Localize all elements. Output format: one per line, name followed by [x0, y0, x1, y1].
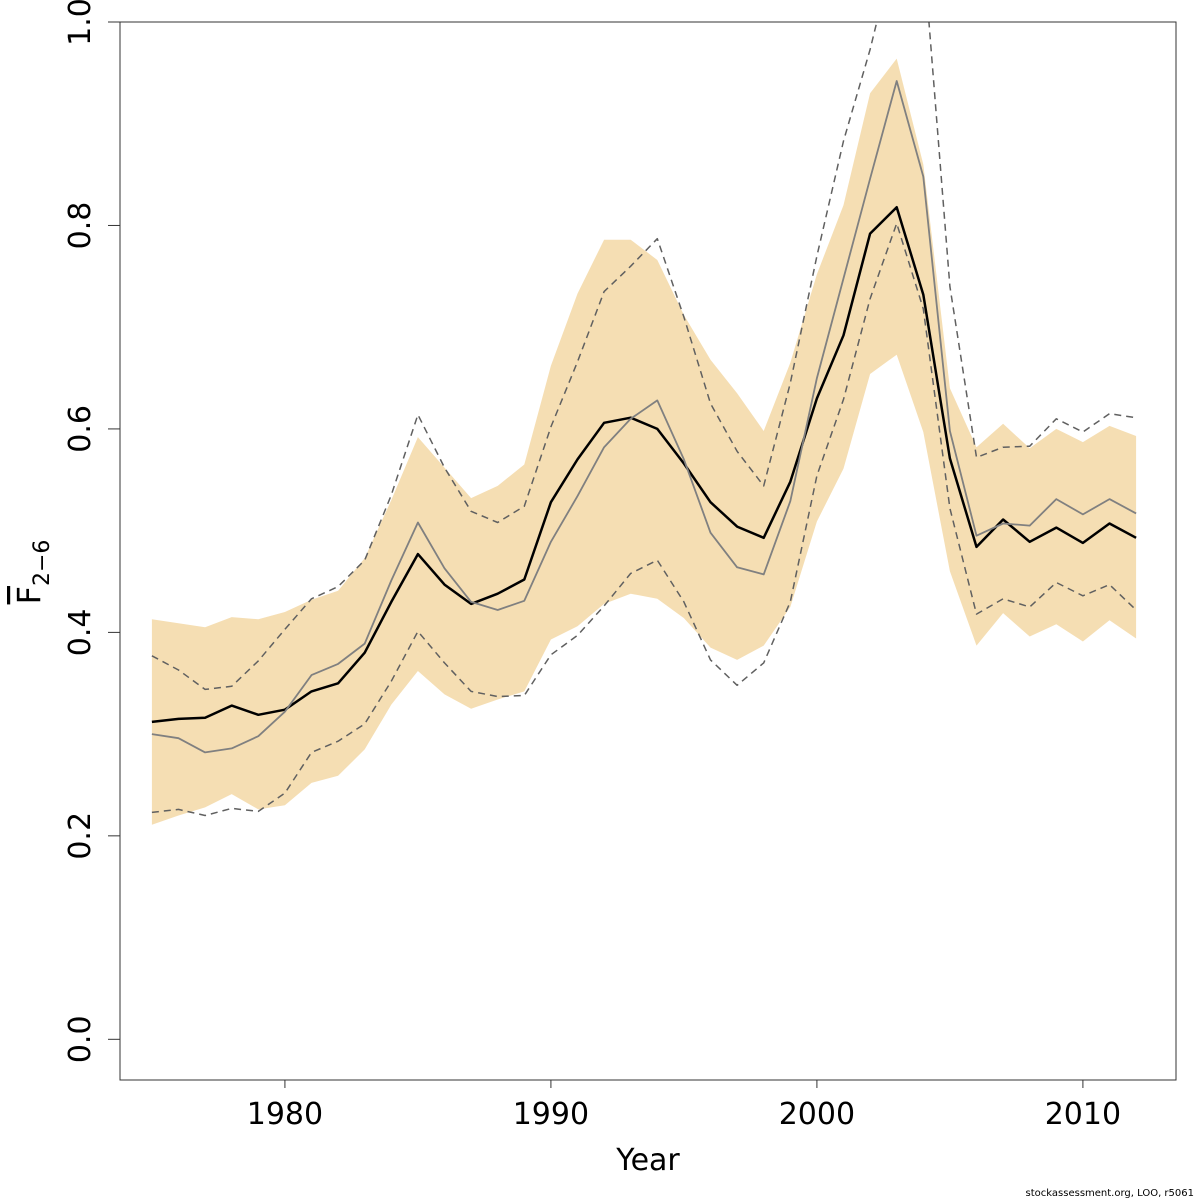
- x-axis: 1980 1990 2000 2010: [247, 1080, 1121, 1132]
- comparison-ci-line-3: [151, 22, 1137, 691]
- plot-frame: [119, 21, 1177, 1081]
- y-tick-label-0.8: 0.8: [63, 202, 98, 250]
- x-tick-label-1990: 1990: [513, 1097, 589, 1132]
- estimate-line: [151, 205, 1137, 724]
- x-tick-label-1980: 1980: [247, 1097, 323, 1132]
- svg-text:F2−6: F2−6: [10, 540, 55, 605]
- comparison-line: [151, 80, 1137, 754]
- x-tick-label-2000: 2000: [779, 1097, 855, 1132]
- plot-area: [151, 22, 1137, 825]
- y-tick-label-0.2: 0.2: [63, 812, 98, 860]
- y-tick-label-1.0: 1.0: [63, 0, 98, 46]
- comparison-ci-line-4: [151, 222, 1137, 817]
- y-axis: 0.0 0.2 0.4 0.6 0.8 1.0: [63, 0, 120, 1063]
- x-tick-label-2010: 2010: [1045, 1097, 1121, 1132]
- y-tick-label-0.4: 0.4: [63, 609, 98, 657]
- x-axis-title: Year: [615, 1143, 680, 1178]
- credit-annotation: stockassessment.org, LOO, r5061: [1026, 1188, 1194, 1199]
- y-axis-title: F2−6: [10, 540, 55, 605]
- confidence-band: [151, 58, 1137, 825]
- y-axis-title-subscript: 2−6: [30, 540, 55, 586]
- y-axis-title-main: F: [10, 586, 48, 604]
- y-tick-label-0.0: 0.0: [63, 1015, 98, 1063]
- y-tick-label-0.6: 0.6: [63, 405, 98, 453]
